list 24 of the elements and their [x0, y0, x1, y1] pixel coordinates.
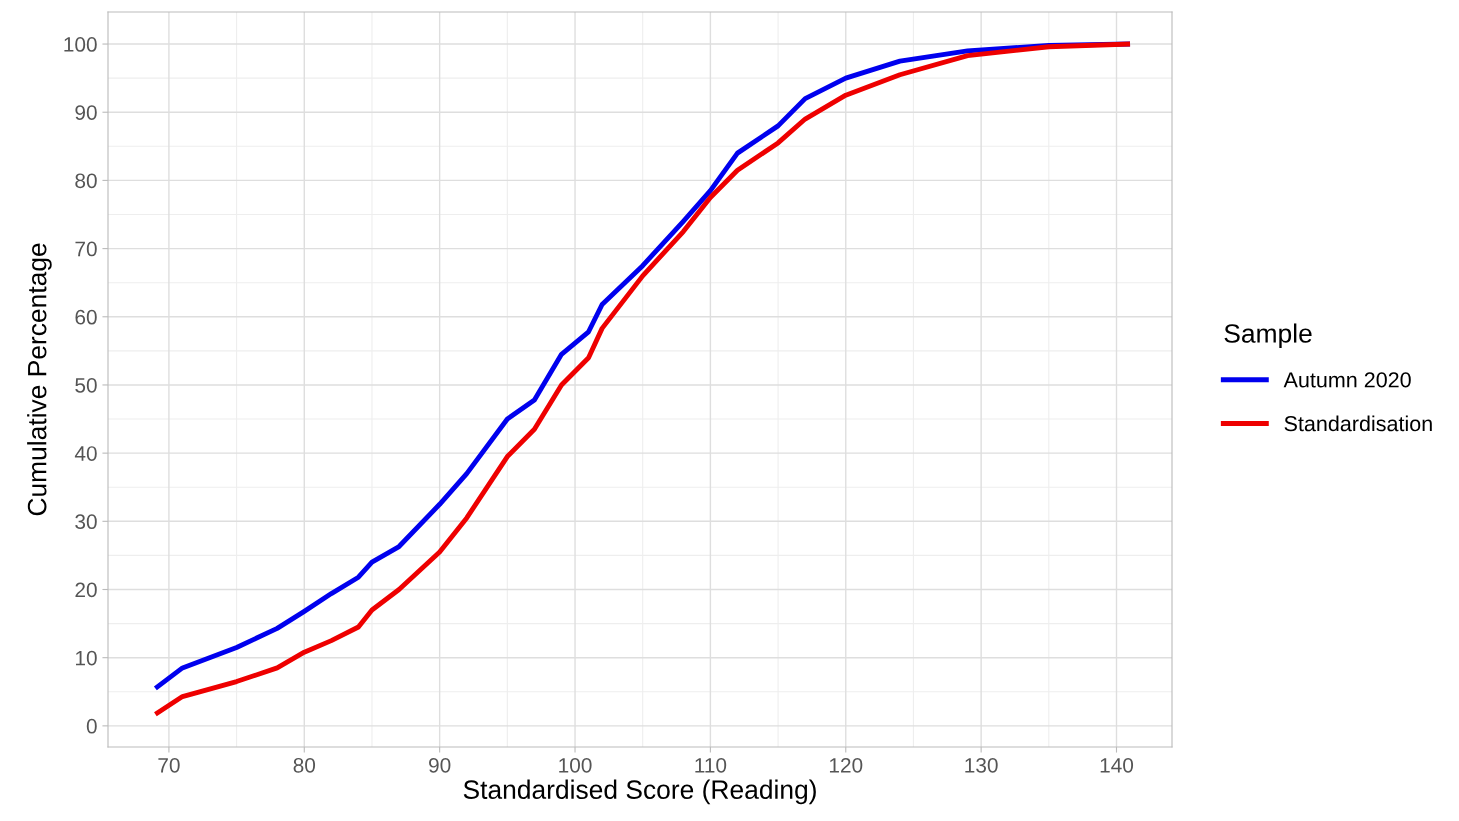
- x-tick-label: 90: [429, 757, 451, 773]
- x-tick-label: 130: [965, 757, 998, 773]
- legend-label: Standardisation: [1284, 415, 1432, 432]
- y-tick-label: 0: [86, 718, 97, 734]
- legend-label: Autumn 2020: [1283, 372, 1411, 388]
- x-tick-label: 120: [829, 757, 863, 773]
- y-tick-label: 100: [64, 37, 97, 52]
- y-tick-label: 80: [75, 173, 97, 189]
- x-tick-label: 80: [293, 757, 316, 773]
- y-tick-label: 10: [76, 650, 97, 666]
- y-tick-label: 20: [75, 582, 97, 598]
- x-tick-label: 100: [559, 757, 592, 773]
- y-tick-label: 40: [74, 446, 97, 461]
- y-tick-label: 50: [75, 377, 97, 393]
- y-tick-label: 30: [75, 514, 97, 530]
- legend-title: Sample: [1224, 323, 1312, 349]
- x-axis-title: Standardised Score (Reading): [463, 779, 816, 805]
- x-tick-label: 70: [158, 757, 180, 773]
- y-tick-label: 90: [75, 105, 97, 120]
- y-tick-label: 60: [75, 309, 97, 325]
- x-tick-label: 110: [695, 757, 727, 773]
- x-tick-label: 140: [1100, 757, 1134, 773]
- y-tick-label: 70: [75, 241, 97, 257]
- y-axis-title: Cumulative Percentage: [27, 243, 52, 516]
